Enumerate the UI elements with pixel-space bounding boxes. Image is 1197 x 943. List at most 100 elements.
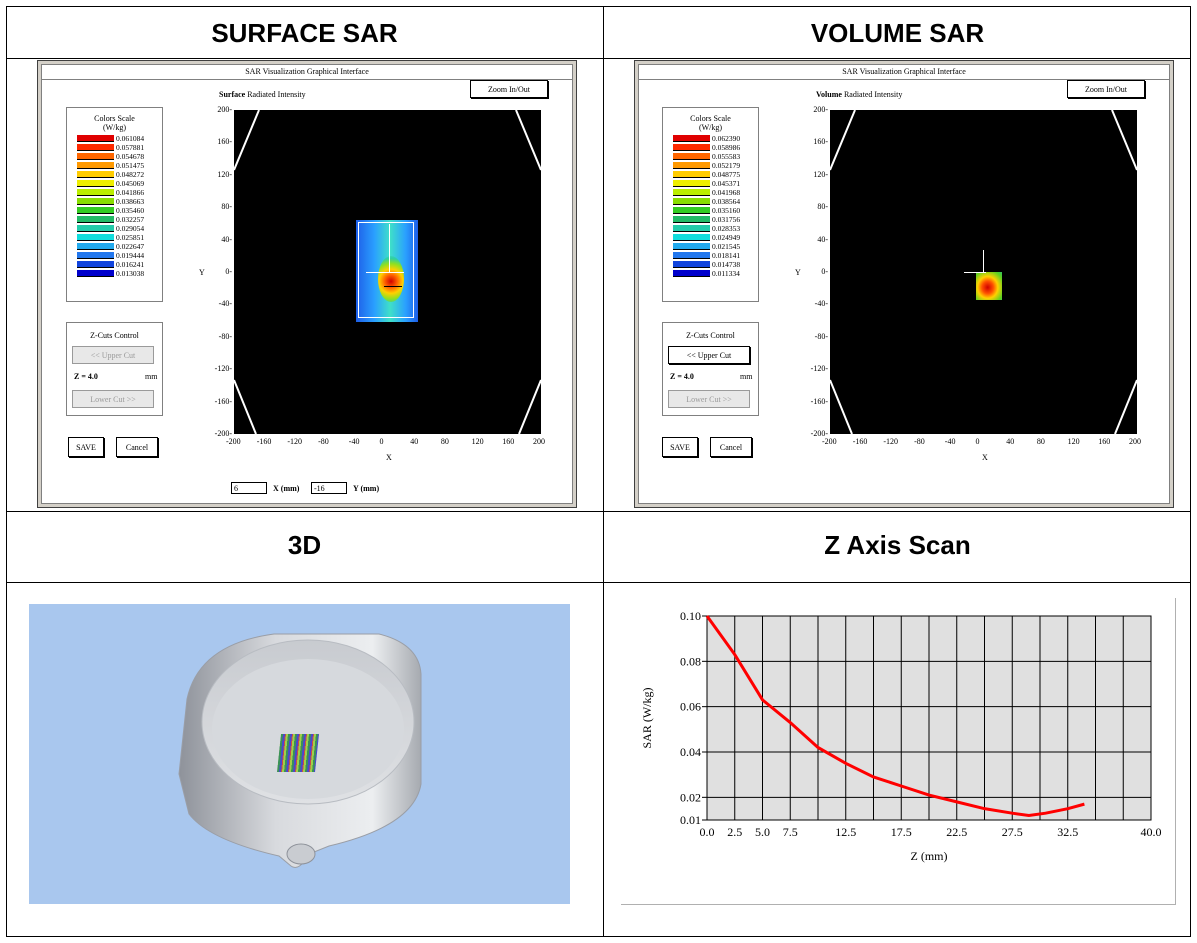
z-value: Z = 4.0 — [670, 372, 694, 381]
y-tick-label: 40- — [817, 234, 828, 244]
scale-value: 0.062390 — [712, 134, 741, 143]
scale-entry: 0.041866 — [77, 189, 144, 196]
y-tick-label: -80- — [218, 331, 232, 341]
upper-cut-button[interactable]: << Upper Cut — [72, 346, 154, 364]
y-tick-label: -200- — [214, 429, 232, 438]
scale-swatch — [77, 225, 114, 232]
y-tick-label: 80- — [221, 202, 232, 212]
scale-swatch — [77, 171, 114, 178]
scale-entry: 0.051475 — [77, 162, 144, 169]
scale-swatch — [77, 243, 114, 250]
x-tick-label: 80 — [1036, 437, 1045, 446]
scale-swatch — [77, 153, 114, 160]
scale-swatch — [673, 216, 710, 223]
x-tick-label: 17.5 — [891, 825, 912, 839]
y-tick-label: 0.02 — [680, 790, 701, 804]
scale-entry: 0.016241 — [77, 261, 144, 268]
y-axis-title: SAR (W/kg) — [640, 688, 654, 749]
table-divider — [6, 58, 1191, 59]
lower-cut-button[interactable]: Lower Cut >> — [668, 390, 750, 408]
save-button[interactable]: SAVE — [68, 437, 104, 457]
scale-swatch — [673, 261, 710, 268]
y-axis-label: Y — [199, 268, 205, 277]
y-tick-label: 0.06 — [680, 700, 701, 714]
scale-swatch — [77, 207, 114, 214]
scale-value: 0.057881 — [116, 143, 145, 152]
scale-swatch — [77, 135, 114, 142]
scale-swatch — [77, 234, 114, 241]
x-tick-label: 5.0 — [755, 825, 770, 839]
x-axis-title: Z (mm) — [911, 849, 948, 863]
y-coordinate-label: Y (mm) — [353, 484, 380, 493]
y-tick-label: 160- — [217, 137, 232, 147]
x-tick-label: 160 — [1098, 437, 1111, 446]
scale-entry: 0.035160 — [673, 207, 740, 214]
crosshair — [964, 272, 986, 273]
scale-value: 0.041866 — [116, 188, 145, 197]
y-axis-label: Y — [795, 268, 801, 277]
lower-cut-button[interactable]: Lower Cut >> — [72, 390, 154, 408]
y-tick-label: -160- — [810, 396, 828, 406]
scale-value: 0.061084 — [116, 134, 145, 143]
scale-entry: 0.025851 — [77, 234, 144, 241]
color-scale-legend: 0.062390 0.058986 0.055583 0.052179 0.048775… — [673, 135, 758, 285]
scale-entry: 0.058986 — [673, 144, 740, 151]
scale-value: 0.011334 — [712, 269, 740, 278]
sar-hotspot — [378, 256, 404, 302]
y-coordinate-field[interactable]: -16 — [311, 482, 347, 494]
x-coordinate-field[interactable]: 6 — [231, 482, 267, 494]
scale-value: 0.038564 — [712, 197, 741, 206]
colors-scale-panel: Colors Scale (W/kg) 0.061084 0.057881 0.05… — [66, 107, 163, 302]
save-button[interactable]: SAVE — [662, 437, 698, 457]
zoom-button[interactable]: Zoom In/Out — [470, 80, 548, 98]
scale-entry: 0.055583 — [673, 153, 740, 160]
y-tick-label: 0.01 — [680, 813, 701, 827]
scale-swatch — [673, 189, 710, 196]
upper-cut-button[interactable]: << Upper Cut — [668, 346, 750, 364]
scale-entry: 0.054678 — [77, 153, 144, 160]
chart-canvas: 0.10 0.08 0.06 0.04 0.02 0.010.0 2.5 5.0 7.5 12.5… — [640, 609, 1162, 863]
scale-entry: 0.035460 — [77, 207, 144, 214]
scale-swatch — [673, 198, 710, 205]
plot-boundary-lines — [234, 110, 541, 434]
cancel-button[interactable]: Cancel — [710, 437, 752, 457]
scale-value: 0.048775 — [712, 170, 741, 179]
x-axis-label: X — [982, 453, 988, 462]
surface-sar-plot[interactable] — [234, 110, 541, 434]
y-tick-label: -120- — [810, 364, 828, 374]
x-tick-label: -80 — [914, 437, 925, 446]
zoom-button[interactable]: Zoom In/Out — [1067, 80, 1145, 98]
scan-points-grid — [277, 734, 319, 772]
scale-entry: 0.011334 — [673, 270, 740, 277]
volume-sar-plot[interactable] — [830, 110, 1137, 434]
x-tick-label: 80 — [440, 437, 449, 446]
scale-value: 0.032257 — [116, 215, 145, 224]
scale-value: 0.038663 — [116, 197, 145, 206]
window-title: SAR Visualization Graphical Interface — [42, 65, 572, 80]
x-tick-label: 120 — [471, 437, 484, 446]
cancel-button[interactable]: Cancel — [116, 437, 158, 457]
scale-value: 0.016241 — [116, 260, 145, 269]
scale-entry: 0.018141 — [673, 252, 740, 259]
y-tick-label: 160- — [813, 137, 828, 147]
scale-entry: 0.031756 — [673, 216, 740, 223]
scale-value: 0.045371 — [712, 179, 741, 188]
x-tick-label: 2.5 — [727, 825, 742, 839]
z-unit: mm — [145, 372, 158, 381]
x-tick-label: 200 — [1129, 437, 1141, 446]
x-tick-label: 22.5 — [946, 825, 967, 839]
scale-entry: 0.029054 — [77, 225, 144, 232]
colors-scale-panel: Colors Scale (W/kg) 0.062390 0.058986 0.05… — [662, 107, 759, 302]
3d-view[interactable] — [29, 604, 570, 904]
scale-swatch — [673, 153, 710, 160]
colors-scale-unit: (W/kg) — [698, 123, 723, 132]
y-tick-label: 80- — [817, 202, 828, 212]
scale-entry: 0.021545 — [673, 243, 740, 250]
scale-swatch — [673, 207, 710, 214]
scale-entry: 0.045069 — [77, 180, 144, 187]
scale-value: 0.035160 — [712, 206, 741, 215]
x-axis-label: X — [386, 453, 392, 462]
y-tick-label: -80- — [814, 331, 828, 341]
x-tick-label: -40 — [348, 437, 360, 446]
volume-sar-title: VOLUME SAR — [810, 18, 985, 48]
